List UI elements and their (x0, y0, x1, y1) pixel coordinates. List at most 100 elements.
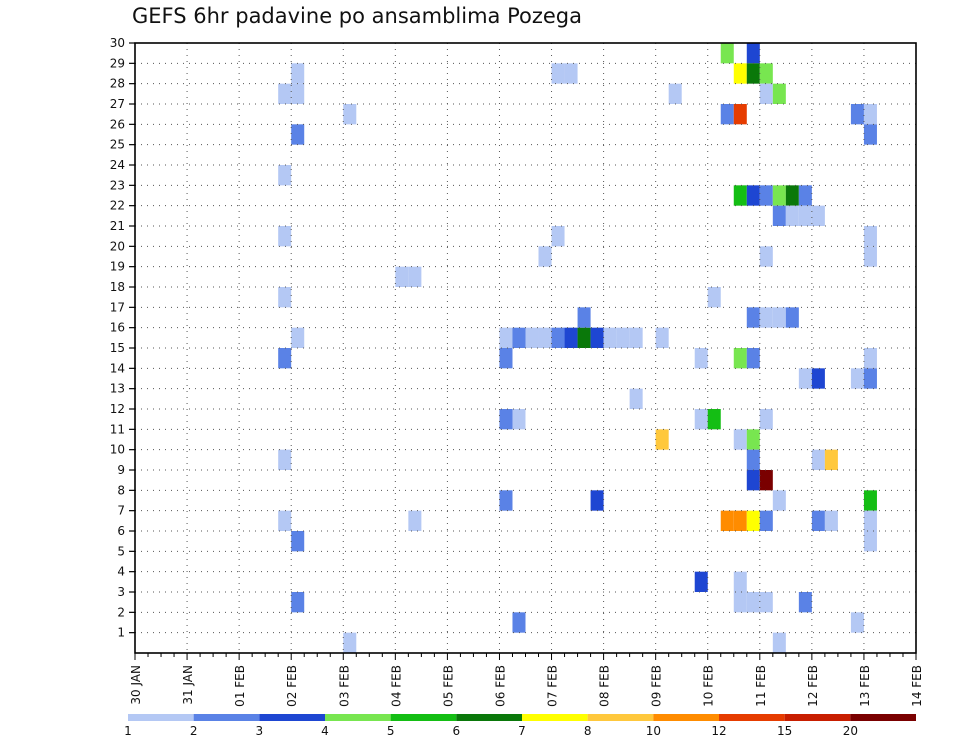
x-tick-label: 13 FEB (858, 665, 872, 707)
heatmap-cell (733, 429, 747, 450)
heatmap-cell (759, 63, 773, 84)
x-tick-label: 04 FEB (389, 665, 403, 707)
heatmap-cell (733, 185, 747, 206)
heatmap-cell (733, 348, 747, 369)
heatmap-cell (733, 571, 747, 592)
heatmap-cell (538, 327, 552, 348)
heatmap-cell (551, 63, 565, 84)
heatmap-cell (525, 327, 539, 348)
y-tick-label: 26 (110, 117, 125, 131)
x-tick-label: 10 FEB (702, 665, 716, 707)
heatmap-cell (811, 368, 825, 389)
heatmap-cell (772, 632, 786, 653)
heatmap-cell (798, 185, 812, 206)
heatmap-cell (863, 104, 877, 125)
heatmap-cell (720, 104, 734, 125)
colorbar-segment (653, 714, 719, 721)
heatmap-cell (590, 327, 604, 348)
colorbar-segment (128, 714, 194, 721)
heatmap-cell (343, 632, 357, 653)
x-tick-label: 30 JAN (129, 665, 143, 705)
heatmap-cell (863, 368, 877, 389)
x-tick-label: 05 FEB (441, 665, 455, 707)
heatmap-cell (733, 592, 747, 613)
x-tick-label: 11 FEB (754, 665, 768, 707)
heatmap-cell (772, 490, 786, 511)
heatmap-cell (824, 449, 838, 470)
colorbar-segment (193, 714, 260, 721)
colorbar-segment (587, 714, 654, 721)
x-tick-label: 14 FEB (910, 665, 924, 707)
heatmap-cell (863, 226, 877, 247)
colorbar-label: 10 (646, 724, 661, 738)
heatmap-cell (759, 470, 773, 491)
heatmap-cell (499, 327, 513, 348)
heatmap-cell (785, 185, 799, 206)
colorbar-label: 3 (256, 724, 264, 738)
heatmap-cell (577, 307, 591, 328)
y-tick-label: 6 (117, 524, 125, 538)
heatmap-cell (863, 490, 877, 511)
heatmap-cell (694, 348, 708, 369)
y-tick-label: 3 (117, 585, 125, 599)
colorbar-label: 8 (584, 724, 592, 738)
x-tick-label: 09 FEB (650, 665, 664, 707)
y-tick-label: 10 (110, 443, 125, 457)
heatmap-cell (291, 83, 305, 104)
heatmap-cell (798, 205, 812, 226)
heatmap-cell (499, 348, 513, 369)
y-tick-label: 16 (110, 321, 125, 335)
x-tick-label: 31 JAN (181, 665, 195, 705)
y-tick-label: 23 (110, 178, 125, 192)
heatmap-cell (629, 327, 643, 348)
x-tick-label: 08 FEB (598, 665, 612, 707)
heatmap-cell (512, 327, 526, 348)
y-tick-label: 28 (110, 77, 125, 91)
heatmap-cell (707, 287, 721, 308)
heatmap-cell (538, 246, 552, 267)
heatmap-cell (278, 348, 292, 369)
heatmap-cell (811, 205, 825, 226)
heatmap-cell (291, 531, 305, 552)
heatmap-cell (278, 510, 292, 531)
heatmap-cell (759, 246, 773, 267)
colorbar-segment (522, 714, 588, 721)
heatmap-cell (746, 43, 760, 64)
heatmap-cell (811, 510, 825, 531)
heatmap-cell (746, 185, 760, 206)
colorbar-segment (719, 714, 785, 721)
colorbar-label: 6 (453, 724, 461, 738)
heatmap-cell (772, 83, 786, 104)
heatmap-cell (746, 63, 760, 84)
y-tick-label: 12 (110, 402, 125, 416)
heatmap-cell (824, 510, 838, 531)
heatmap-cell (733, 104, 747, 125)
y-tick-label: 11 (110, 422, 125, 436)
heatmap-cell (798, 368, 812, 389)
heatmap-cell (278, 287, 292, 308)
heatmap-cell (343, 104, 357, 125)
heatmap-cell (564, 63, 578, 84)
y-tick-label: 25 (110, 138, 125, 152)
y-tick-label: 2 (117, 605, 125, 619)
heatmap-cell (811, 449, 825, 470)
heatmap-cell (863, 510, 877, 531)
y-tick-label: 14 (110, 361, 125, 375)
y-tick-label: 29 (110, 56, 125, 70)
x-tick-label: 02 FEB (285, 665, 299, 707)
heatmap-cell (733, 510, 747, 531)
heatmap-cell (759, 307, 773, 328)
heatmap-cell (746, 348, 760, 369)
colorbar-segment (390, 714, 457, 721)
heatmap-cell (772, 185, 786, 206)
heatmap-cell (785, 205, 799, 226)
heatmap-cell (395, 266, 409, 287)
heatmap-cell (291, 63, 305, 84)
x-tick-label: 12 FEB (806, 665, 820, 707)
heatmap-cell (746, 307, 760, 328)
colorbar-segment (325, 714, 391, 721)
heatmap-cell (603, 327, 617, 348)
heatmap-cell (707, 409, 721, 430)
